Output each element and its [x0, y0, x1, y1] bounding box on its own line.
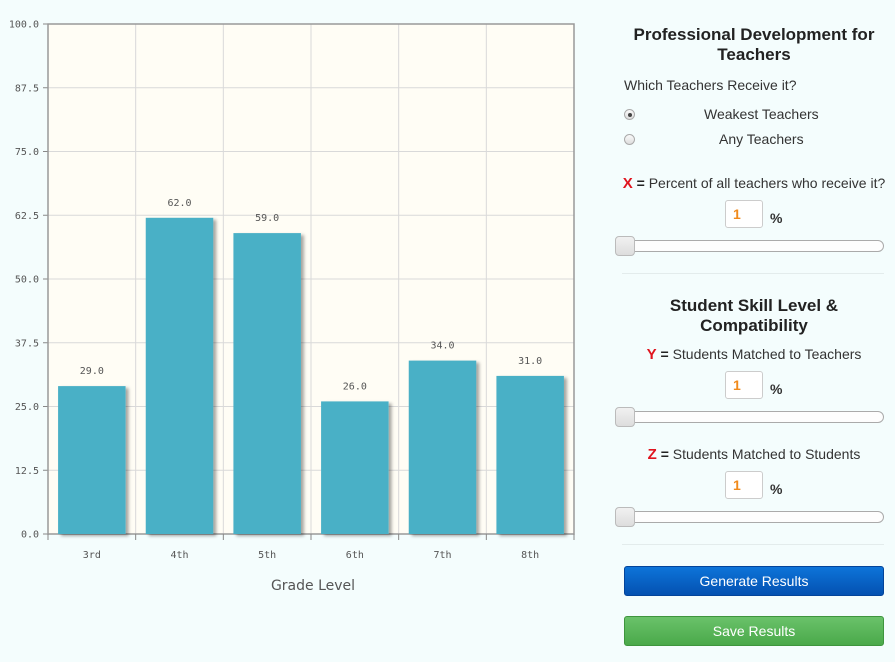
z-value-input[interactable]	[725, 471, 763, 499]
which-teachers-question: Which Teachers Receive it?	[624, 77, 797, 93]
y-description: Students Matched to Teachers	[672, 346, 862, 362]
data-label: 62.0	[167, 198, 191, 209]
data-label: 31.0	[518, 356, 542, 367]
x-description: Percent of all teachers who receive it?	[648, 175, 886, 191]
x-tick-label: 4th	[170, 550, 188, 561]
bar-chart: 0.0 12.5 25.0 37.5 50.0 62.5 75.0 87.5 100.0 29.0…	[9, 20, 575, 594]
y-tick-label: 75.0	[15, 147, 39, 158]
z-equals: =	[660, 446, 669, 462]
data-label: 59.0	[255, 213, 279, 224]
z-letter: Z	[647, 446, 657, 463]
x-letter: X	[622, 175, 633, 192]
bar	[145, 217, 214, 535]
x-tick-label: 6th	[346, 550, 364, 561]
bar	[58, 386, 126, 534]
radio-any-teachers[interactable]	[624, 134, 635, 145]
radio-any-label: Any Teachers	[719, 131, 804, 147]
radio-weakest-teachers[interactable]	[624, 109, 635, 120]
x-percent-unit: %	[770, 210, 783, 226]
data-label: 29.0	[80, 366, 104, 377]
z-slider-track[interactable]	[618, 511, 884, 523]
y-value-input[interactable]	[725, 371, 763, 399]
x-variable-line: X = Percent of all teachers who receive …	[618, 175, 890, 192]
x-value-input[interactable]	[725, 200, 763, 228]
x-tick-label: 7th	[433, 550, 451, 561]
y-slider-track[interactable]	[618, 411, 884, 423]
z-percent-unit: %	[770, 481, 783, 497]
x-tick-label: 5th	[258, 550, 276, 561]
data-label: 26.0	[343, 381, 367, 392]
z-slider-handle[interactable]	[615, 507, 635, 527]
z-description: Students Matched to Students	[672, 446, 861, 462]
y-letter: Y	[646, 346, 657, 363]
y-tick-label: 25.0	[15, 402, 39, 413]
pd-title: Professional Development for Teachers	[633, 25, 875, 64]
save-results-button[interactable]: Save Results	[624, 616, 884, 646]
bar	[408, 360, 477, 534]
y-percent-unit: %	[770, 381, 783, 397]
x-tick-label: 8th	[521, 550, 539, 561]
skill-title: Student Skill Level & Compatibility	[669, 296, 839, 335]
y-tick-label: 87.5	[15, 83, 39, 94]
y-tick-label: 0.0	[21, 530, 39, 541]
x-slider-track[interactable]	[618, 240, 884, 252]
y-tick-label: 50.0	[15, 275, 39, 286]
x-slider-handle[interactable]	[615, 236, 635, 256]
z-variable-line: Z = Students Matched to Students	[618, 446, 890, 463]
bar	[233, 233, 301, 534]
radio-weakest-label: Weakest Teachers	[704, 106, 819, 122]
generate-results-button[interactable]: Generate Results	[624, 566, 884, 596]
section-divider	[622, 273, 884, 274]
data-label: 34.0	[430, 341, 454, 352]
chart-svg: 0.0 12.5 25.0 37.5 50.0 62.5 75.0 87.5 100.0 29.0…	[9, 20, 575, 594]
settings-panel: Professional Development for Teachers Wh…	[615, 0, 890, 662]
y-equals: =	[660, 346, 669, 362]
y-tick-label: 62.5	[15, 211, 39, 222]
x-axis-label: Grade Level	[271, 578, 355, 594]
y-variable-line: Y = Students Matched to Teachers	[618, 346, 890, 363]
section-divider-2	[622, 544, 884, 545]
y-tick-label: 12.5	[15, 466, 39, 477]
x-equals: =	[636, 175, 645, 191]
y-slider-handle[interactable]	[615, 407, 635, 427]
bar	[496, 375, 564, 534]
y-tick-label: 37.5	[15, 338, 39, 349]
bar	[321, 401, 389, 534]
y-tick-label: 100.0	[9, 20, 39, 31]
x-tick-label: 3rd	[83, 550, 101, 561]
